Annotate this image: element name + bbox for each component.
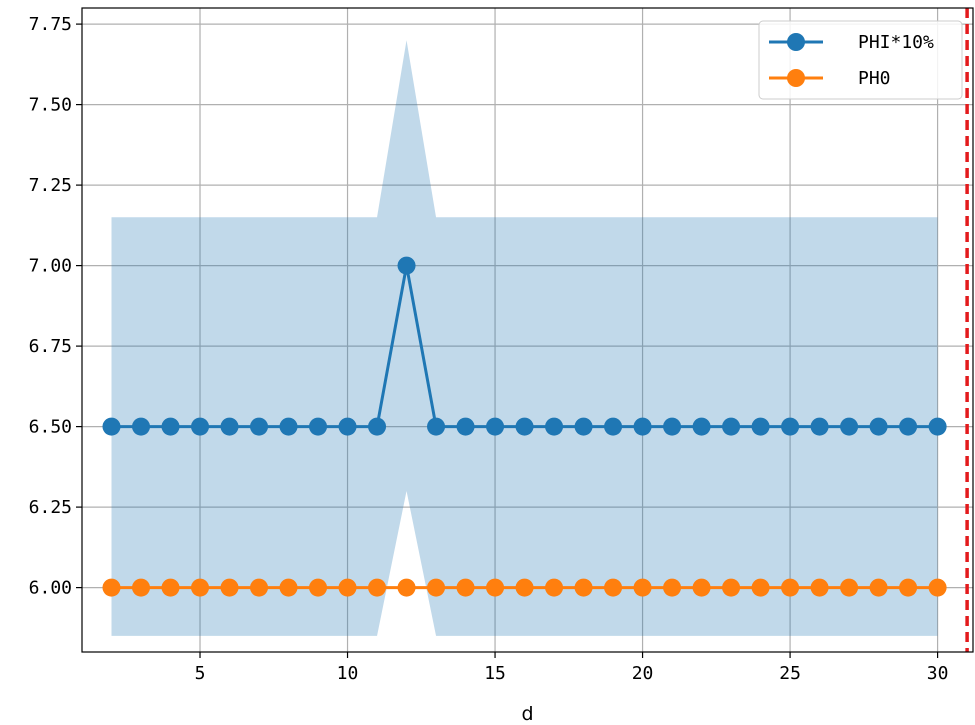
legend-marker	[787, 33, 805, 51]
data-point	[250, 578, 269, 597]
data-point	[250, 417, 269, 436]
data-point	[132, 578, 151, 597]
data-point	[220, 417, 239, 436]
legend-label: PH0	[858, 68, 891, 89]
y-tick-label: 6.00	[29, 578, 72, 599]
data-point	[309, 578, 328, 597]
y-tick-label: 6.25	[29, 497, 72, 518]
data-point	[279, 578, 298, 597]
data-point	[161, 578, 180, 597]
y-tick-label: 7.00	[29, 256, 72, 277]
data-point	[781, 578, 800, 597]
series-layer	[102, 256, 947, 597]
confidence-band-layer	[111, 40, 938, 636]
data-point	[191, 417, 210, 436]
data-point	[692, 417, 711, 436]
data-point	[869, 417, 888, 436]
data-point	[722, 578, 741, 597]
y-tick-label: 7.25	[29, 175, 72, 196]
data-point	[191, 578, 210, 597]
y-tick-label: 7.50	[29, 95, 72, 116]
legend: PHI*10% PH0	[758, 20, 963, 100]
data-point	[545, 578, 564, 597]
data-point	[781, 417, 800, 436]
x-tick-label: 15	[484, 663, 506, 684]
data-point	[368, 417, 387, 436]
data-point	[102, 578, 121, 597]
x-tick-label: 25	[779, 663, 801, 684]
data-point	[368, 578, 387, 597]
data-point	[899, 417, 918, 436]
data-point	[810, 417, 829, 436]
data-point	[574, 578, 593, 597]
data-point	[663, 578, 682, 597]
data-point	[751, 578, 770, 597]
data-point	[840, 578, 859, 597]
data-point	[663, 417, 682, 436]
x-tick-label: 30	[927, 663, 949, 684]
data-point	[486, 417, 505, 436]
confidence-band	[111, 40, 938, 636]
data-point	[456, 578, 475, 597]
data-point	[810, 578, 829, 597]
y-tick-label: 6.50	[29, 417, 72, 438]
series-2	[102, 578, 947, 597]
data-point	[161, 417, 180, 436]
data-point	[751, 417, 770, 436]
data-point	[869, 578, 888, 597]
y-tick-label: 7.75	[29, 14, 72, 35]
x-tick-label: 20	[632, 663, 654, 684]
data-point	[604, 417, 623, 436]
data-point	[515, 417, 534, 436]
data-point	[132, 417, 151, 436]
data-point	[279, 417, 298, 436]
series-1	[102, 256, 947, 436]
data-point	[102, 417, 121, 436]
data-point	[604, 578, 623, 597]
data-point	[397, 578, 416, 597]
data-point	[427, 578, 446, 597]
legend-label: PHI*10%	[858, 32, 934, 53]
ticks-layer: 5 10 15 20 25 30 6.00 6.25 6.50 6.75 7.00 7.25 7.50 7…	[29, 14, 949, 684]
data-point	[928, 417, 947, 436]
x-tick-label: 5	[195, 663, 206, 684]
data-point	[427, 417, 446, 436]
data-point	[397, 256, 416, 275]
data-point	[928, 578, 947, 597]
legend-marker	[787, 69, 805, 87]
data-point	[456, 417, 475, 436]
data-point	[220, 578, 239, 597]
data-point	[722, 417, 741, 436]
y-tick-label: 6.75	[29, 336, 72, 357]
data-point	[840, 417, 859, 436]
data-point	[692, 578, 711, 597]
x-axis-label: d	[521, 703, 533, 725]
data-point	[515, 578, 534, 597]
plot-frame	[81, 7, 974, 653]
data-point	[486, 578, 505, 597]
data-point	[338, 578, 357, 597]
data-point	[338, 417, 357, 436]
data-point	[633, 578, 652, 597]
data-point	[899, 578, 918, 597]
data-point	[633, 417, 652, 436]
data-point	[545, 417, 564, 436]
data-point	[309, 417, 328, 436]
data-point	[574, 417, 593, 436]
x-tick-label: 10	[337, 663, 359, 684]
